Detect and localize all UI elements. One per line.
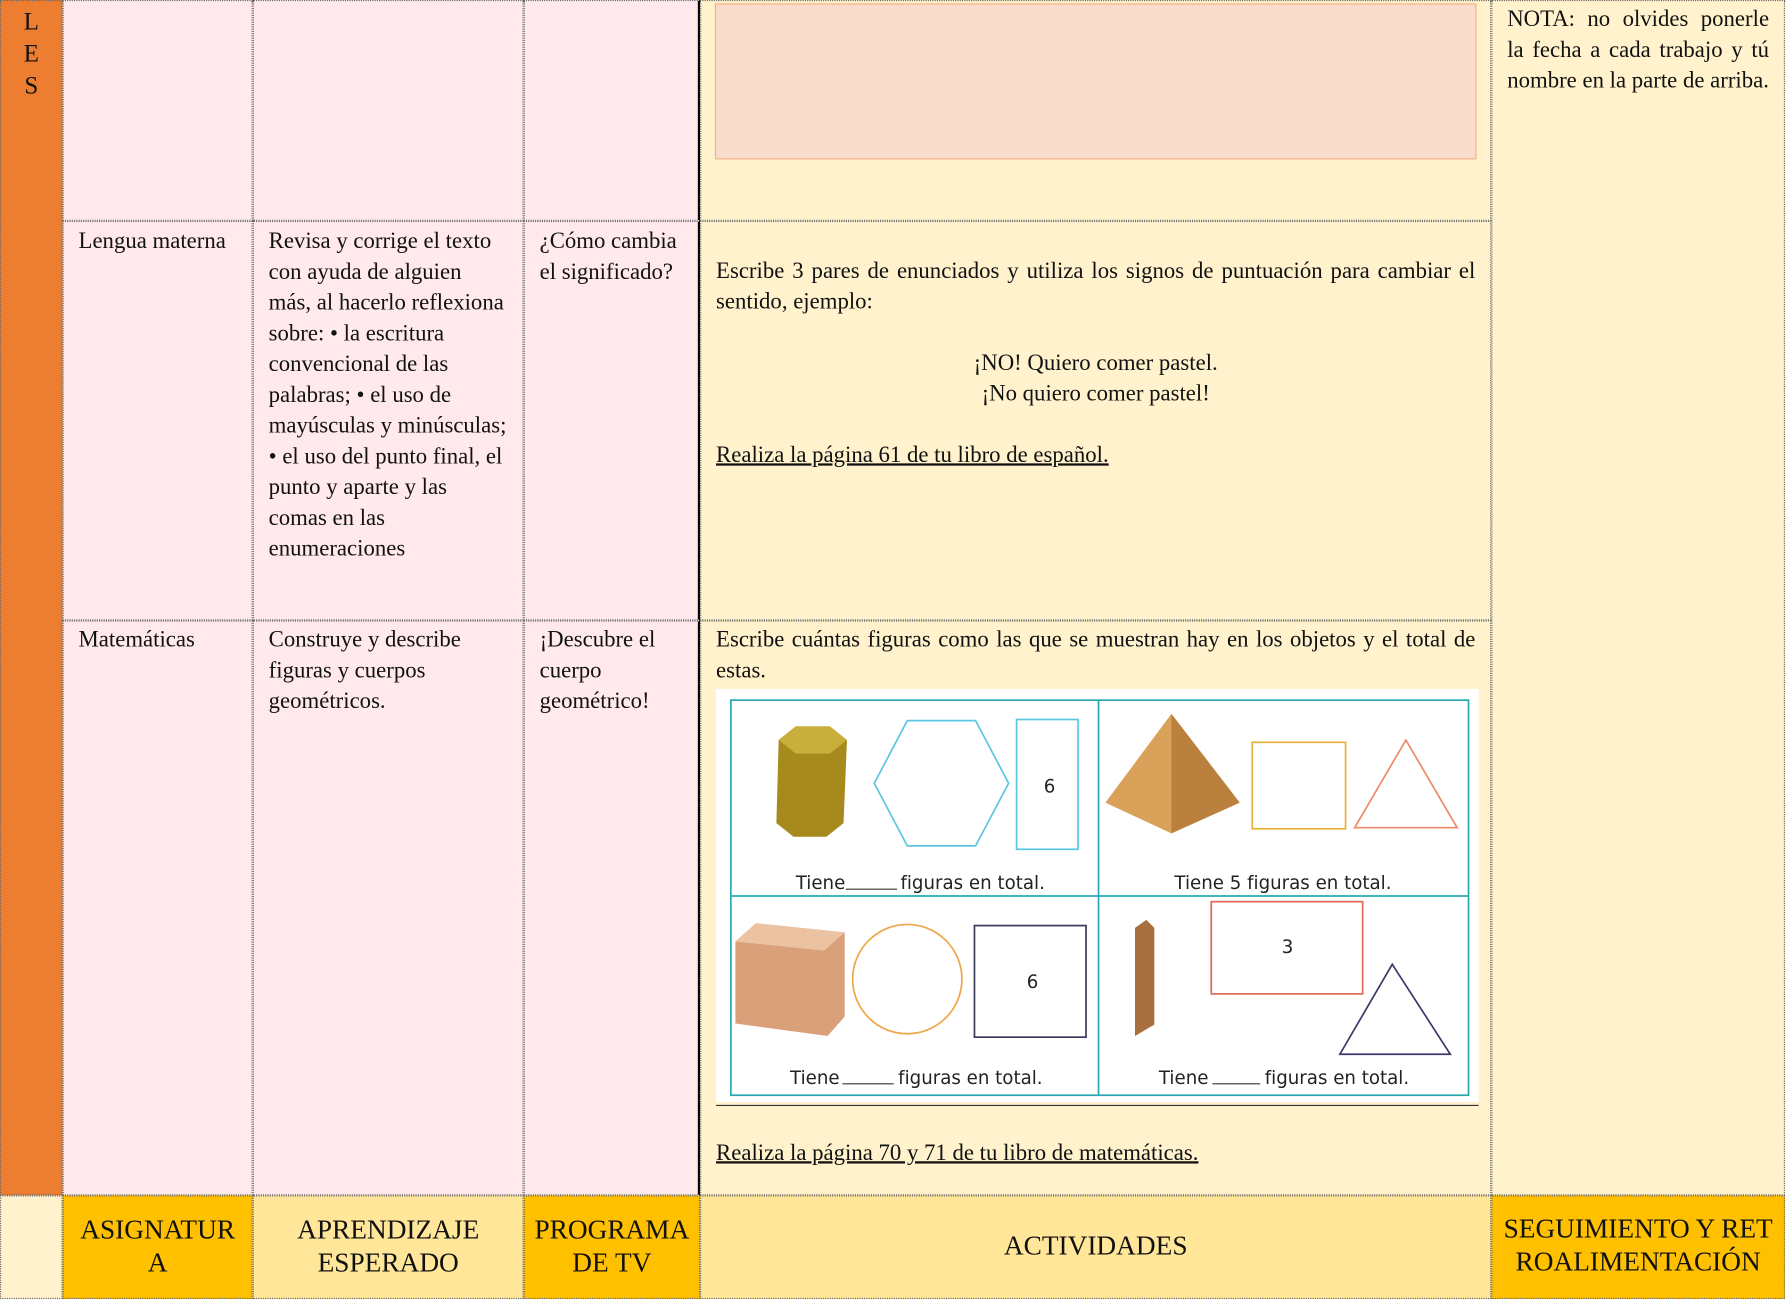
caption: figuras en total. (900, 873, 1044, 894)
worksheet-number: 6 (1044, 776, 1056, 797)
column-header: ACTIVIDADES (700, 1195, 1492, 1299)
side-letter: E (23, 38, 39, 68)
cell (252, 0, 524, 221)
program: ¿Cómo cambia el significado? (523, 220, 701, 621)
caption: Tiene (1158, 1068, 1209, 1089)
side-letter: L (23, 6, 39, 36)
task: Realiza la página 61 de tu libro de espa… (716, 442, 1109, 468)
learning: Construye y describe figuras y cuerpos g… (252, 620, 524, 1196)
worksheet-number: 3 (1282, 937, 1294, 958)
cell (62, 0, 253, 221)
cell (523, 0, 701, 221)
side-letter: S (24, 70, 39, 100)
caption: figuras en total. (898, 1068, 1042, 1089)
cell (700, 0, 1492, 221)
activity: Escribe cuántas figuras como las que se … (700, 620, 1492, 1196)
learning: Revisa y corrige el texto con ayuda de a… (252, 220, 524, 621)
worksheet-number: 6 (1027, 972, 1039, 993)
subject: Lengua materna (62, 220, 253, 621)
note: NOTA: no olvides ponerle la fecha a cada… (1491, 0, 1785, 1196)
instructions: Escribe 3 pares de enunciados y utiliza … (716, 258, 1476, 315)
side-label: L E S (0, 0, 63, 1196)
worksheet: 6 Tiene figuras en total. Tiene 5 figura… (716, 688, 1479, 1107)
column-header: PROGRAMA DE TV (523, 1195, 701, 1299)
program: ¡Descubre el cuerpo geométrico! (523, 620, 701, 1196)
task: Realiza la página 70 y 71 de tu libro de… (716, 1140, 1199, 1166)
cell (0, 1195, 63, 1299)
instructions: Escribe cuántas figuras como las que se … (716, 627, 1476, 684)
column-header: ASIGNATURA (62, 1195, 253, 1299)
subject: Matemáticas (62, 620, 253, 1196)
text-box (714, 3, 1477, 160)
column-header: APRENDIZAJE ESPERADO (252, 1195, 524, 1299)
example: ¡NO! Quiero comer pastel. (973, 350, 1218, 376)
activity: Escribe 3 pares de enunciados y utiliza … (700, 220, 1492, 621)
caption: Tiene 5 figuras en total. (1173, 873, 1391, 894)
caption: Tiene (795, 873, 846, 894)
caption: figuras en total. (1265, 1068, 1409, 1089)
column-header: SEGUIMIENTO Y RETROALIMENTACIÓN (1491, 1195, 1785, 1299)
caption: Tiene (789, 1068, 840, 1089)
example: ¡No quiero comer pastel! (981, 381, 1210, 407)
